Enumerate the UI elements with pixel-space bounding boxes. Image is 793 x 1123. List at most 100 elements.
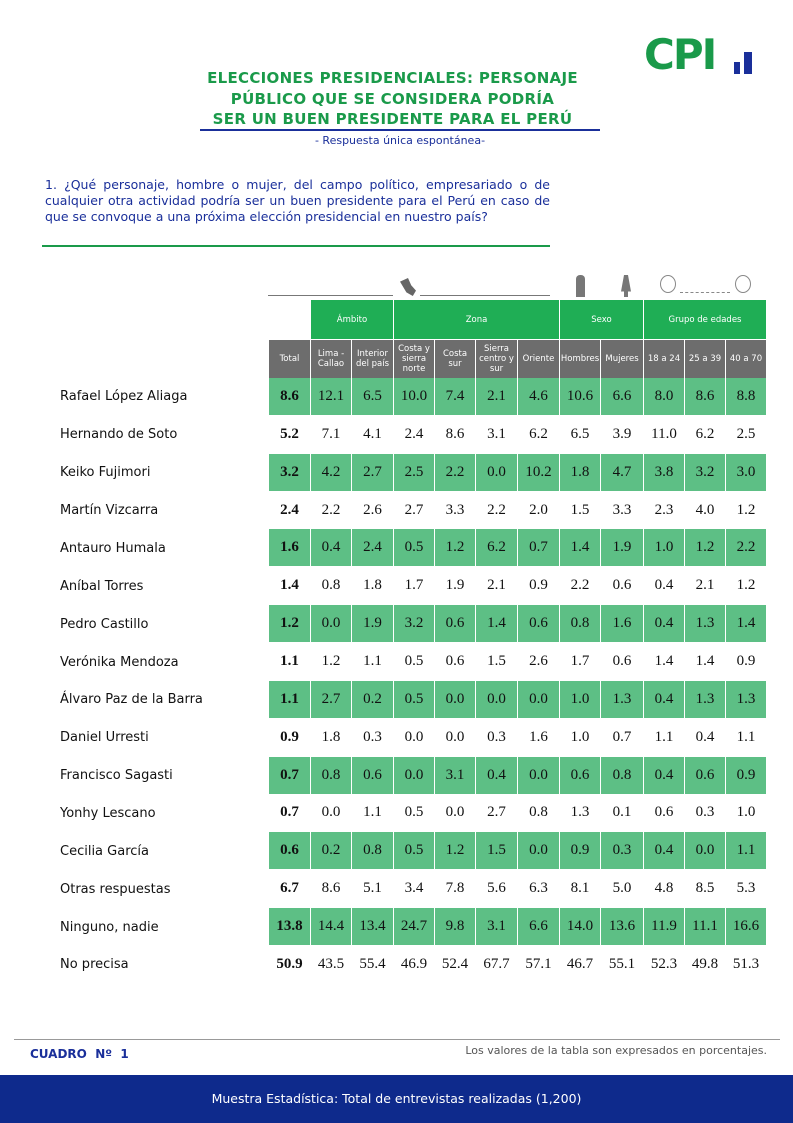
- table-cell: 1.8: [321, 728, 341, 745]
- column-header: Lima - Callao: [311, 340, 351, 378]
- column-header: Hombres: [560, 340, 600, 378]
- table-cell: 0.0: [518, 680, 559, 718]
- table-cell: 2.2: [487, 501, 506, 518]
- table-cell: 2.0: [529, 501, 548, 518]
- table-cell: 6.2: [476, 529, 517, 567]
- table-cell: 2.1: [476, 378, 517, 415]
- table-cell: 0.5: [404, 653, 424, 669]
- sample-note: Muestra Estadística: Total de entrevista…: [211, 1091, 582, 1106]
- table-cell: 57.1: [525, 955, 552, 972]
- footer-line: [14, 1039, 780, 1040]
- table-cell: 12.1: [311, 378, 351, 415]
- title-underline: [200, 129, 600, 131]
- table-cell: 3.9: [612, 425, 632, 442]
- table-cell: 0.9: [560, 832, 600, 870]
- table-cell: 2.3: [654, 501, 674, 518]
- table-cell: 5.1: [363, 880, 382, 897]
- table-cell: 1.0: [570, 728, 590, 745]
- icon-line: [420, 295, 550, 296]
- table-id: CUADRO Nº 1: [30, 1047, 129, 1061]
- group-header: Zona: [394, 300, 559, 339]
- table-cell: 2.4: [280, 501, 299, 518]
- table-cell: 6.2: [529, 425, 548, 442]
- table-cell: 0.2: [311, 832, 351, 870]
- table-cell: 24.7: [394, 908, 434, 946]
- table-cell: 1.3: [685, 605, 725, 643]
- row-label: Yonhy Lescano: [60, 805, 156, 821]
- table-cell: 10.0: [394, 378, 434, 415]
- table-cell: 14.4: [311, 908, 351, 946]
- table-cell: 8.6: [321, 880, 341, 897]
- table-cell: 1.9: [601, 529, 643, 567]
- table-cell: 0.6: [654, 804, 674, 821]
- table-cell: 0.9: [280, 728, 299, 745]
- table-cell: 0.8: [560, 605, 600, 643]
- table-cell: 6.6: [601, 378, 643, 415]
- table-cell: 3.2: [394, 605, 434, 643]
- table-cell: 46.9: [400, 955, 428, 972]
- table-cell: 0.5: [394, 529, 434, 567]
- table-cell: 0.0: [321, 804, 341, 821]
- table-cell: 6.5: [570, 425, 590, 442]
- table-cell: 46.7: [566, 955, 594, 972]
- table-cell: 7.8: [445, 880, 465, 897]
- row-label: Aníbal Torres: [60, 578, 144, 594]
- table-cell: 1.9: [445, 577, 465, 594]
- table-cell: 3.4: [404, 880, 424, 897]
- table-cell: 13.8: [269, 908, 310, 946]
- table-cell: 8.5: [695, 880, 715, 897]
- table-cell: 11.1: [685, 908, 725, 946]
- table-cell: 0.8: [321, 577, 341, 594]
- table-cell: 1.6: [529, 728, 548, 745]
- table-cell: 1.1: [280, 653, 299, 669]
- column-header: Total: [269, 340, 310, 378]
- table-cell: 8.6: [685, 378, 725, 415]
- table-cell: 0.3: [695, 804, 715, 821]
- table-cell: 7.1: [321, 425, 341, 442]
- table-cell: 2.4: [404, 425, 424, 442]
- table-cell: 0.4: [644, 832, 684, 870]
- table-cell: 0.4: [311, 529, 351, 567]
- subtitle: - Respuesta única espontánea-: [314, 134, 486, 147]
- table-cell: 2.2: [435, 453, 475, 491]
- table-cell: 0.0: [476, 680, 517, 718]
- row-label: Álvaro Paz de la Barra: [60, 692, 203, 708]
- young-icon: [660, 275, 676, 293]
- table-cell: 1.5: [487, 653, 506, 669]
- table-cell: 1.2: [736, 577, 756, 594]
- column-header: Costa y sierra norte: [394, 340, 434, 378]
- table-cell: 0.0: [435, 680, 475, 718]
- table-cell: 0.6: [612, 577, 632, 594]
- table-cell: 0.4: [644, 756, 684, 794]
- table-cell: 51.3: [732, 955, 760, 972]
- table-cell: 6.6: [518, 908, 559, 946]
- table-cell: 0.7: [518, 529, 559, 567]
- table-cell: 0.5: [404, 804, 424, 821]
- table-cell: 5.0: [612, 880, 632, 897]
- table-cell: 1.1: [654, 728, 674, 745]
- table-cell: 3.3: [612, 501, 632, 518]
- table-cell: 1.1: [363, 653, 382, 669]
- table-cell: 1.4: [695, 653, 715, 669]
- table-cell: 1.3: [726, 680, 766, 718]
- table-cell: 1.4: [654, 653, 674, 669]
- table-cell: 2.2: [570, 577, 590, 594]
- table-cell: 7.4: [435, 378, 475, 415]
- row-label: Pedro Castillo: [60, 616, 149, 632]
- table-cell: 0.4: [644, 680, 684, 718]
- table-cell: 8.0: [644, 378, 684, 415]
- table-cell: 1.7: [404, 577, 424, 594]
- column-header: Costa sur: [435, 340, 475, 378]
- table-cell: 10.6: [560, 378, 600, 415]
- table-cell: 52.3: [650, 955, 678, 972]
- group-header: Ámbito: [311, 300, 393, 339]
- table-cell: 1.2: [435, 529, 475, 567]
- table-cell: 6.7: [280, 880, 299, 897]
- row-label: Rafael López Aliaga: [60, 389, 188, 405]
- table-cell: 4.6: [518, 378, 559, 415]
- table-cell: 1.1: [726, 832, 766, 870]
- table-cell: 0.6: [352, 756, 393, 794]
- table-cell: 3.8: [644, 453, 684, 491]
- row-label: Otras respuestas: [60, 881, 171, 897]
- question-underline: [42, 245, 550, 247]
